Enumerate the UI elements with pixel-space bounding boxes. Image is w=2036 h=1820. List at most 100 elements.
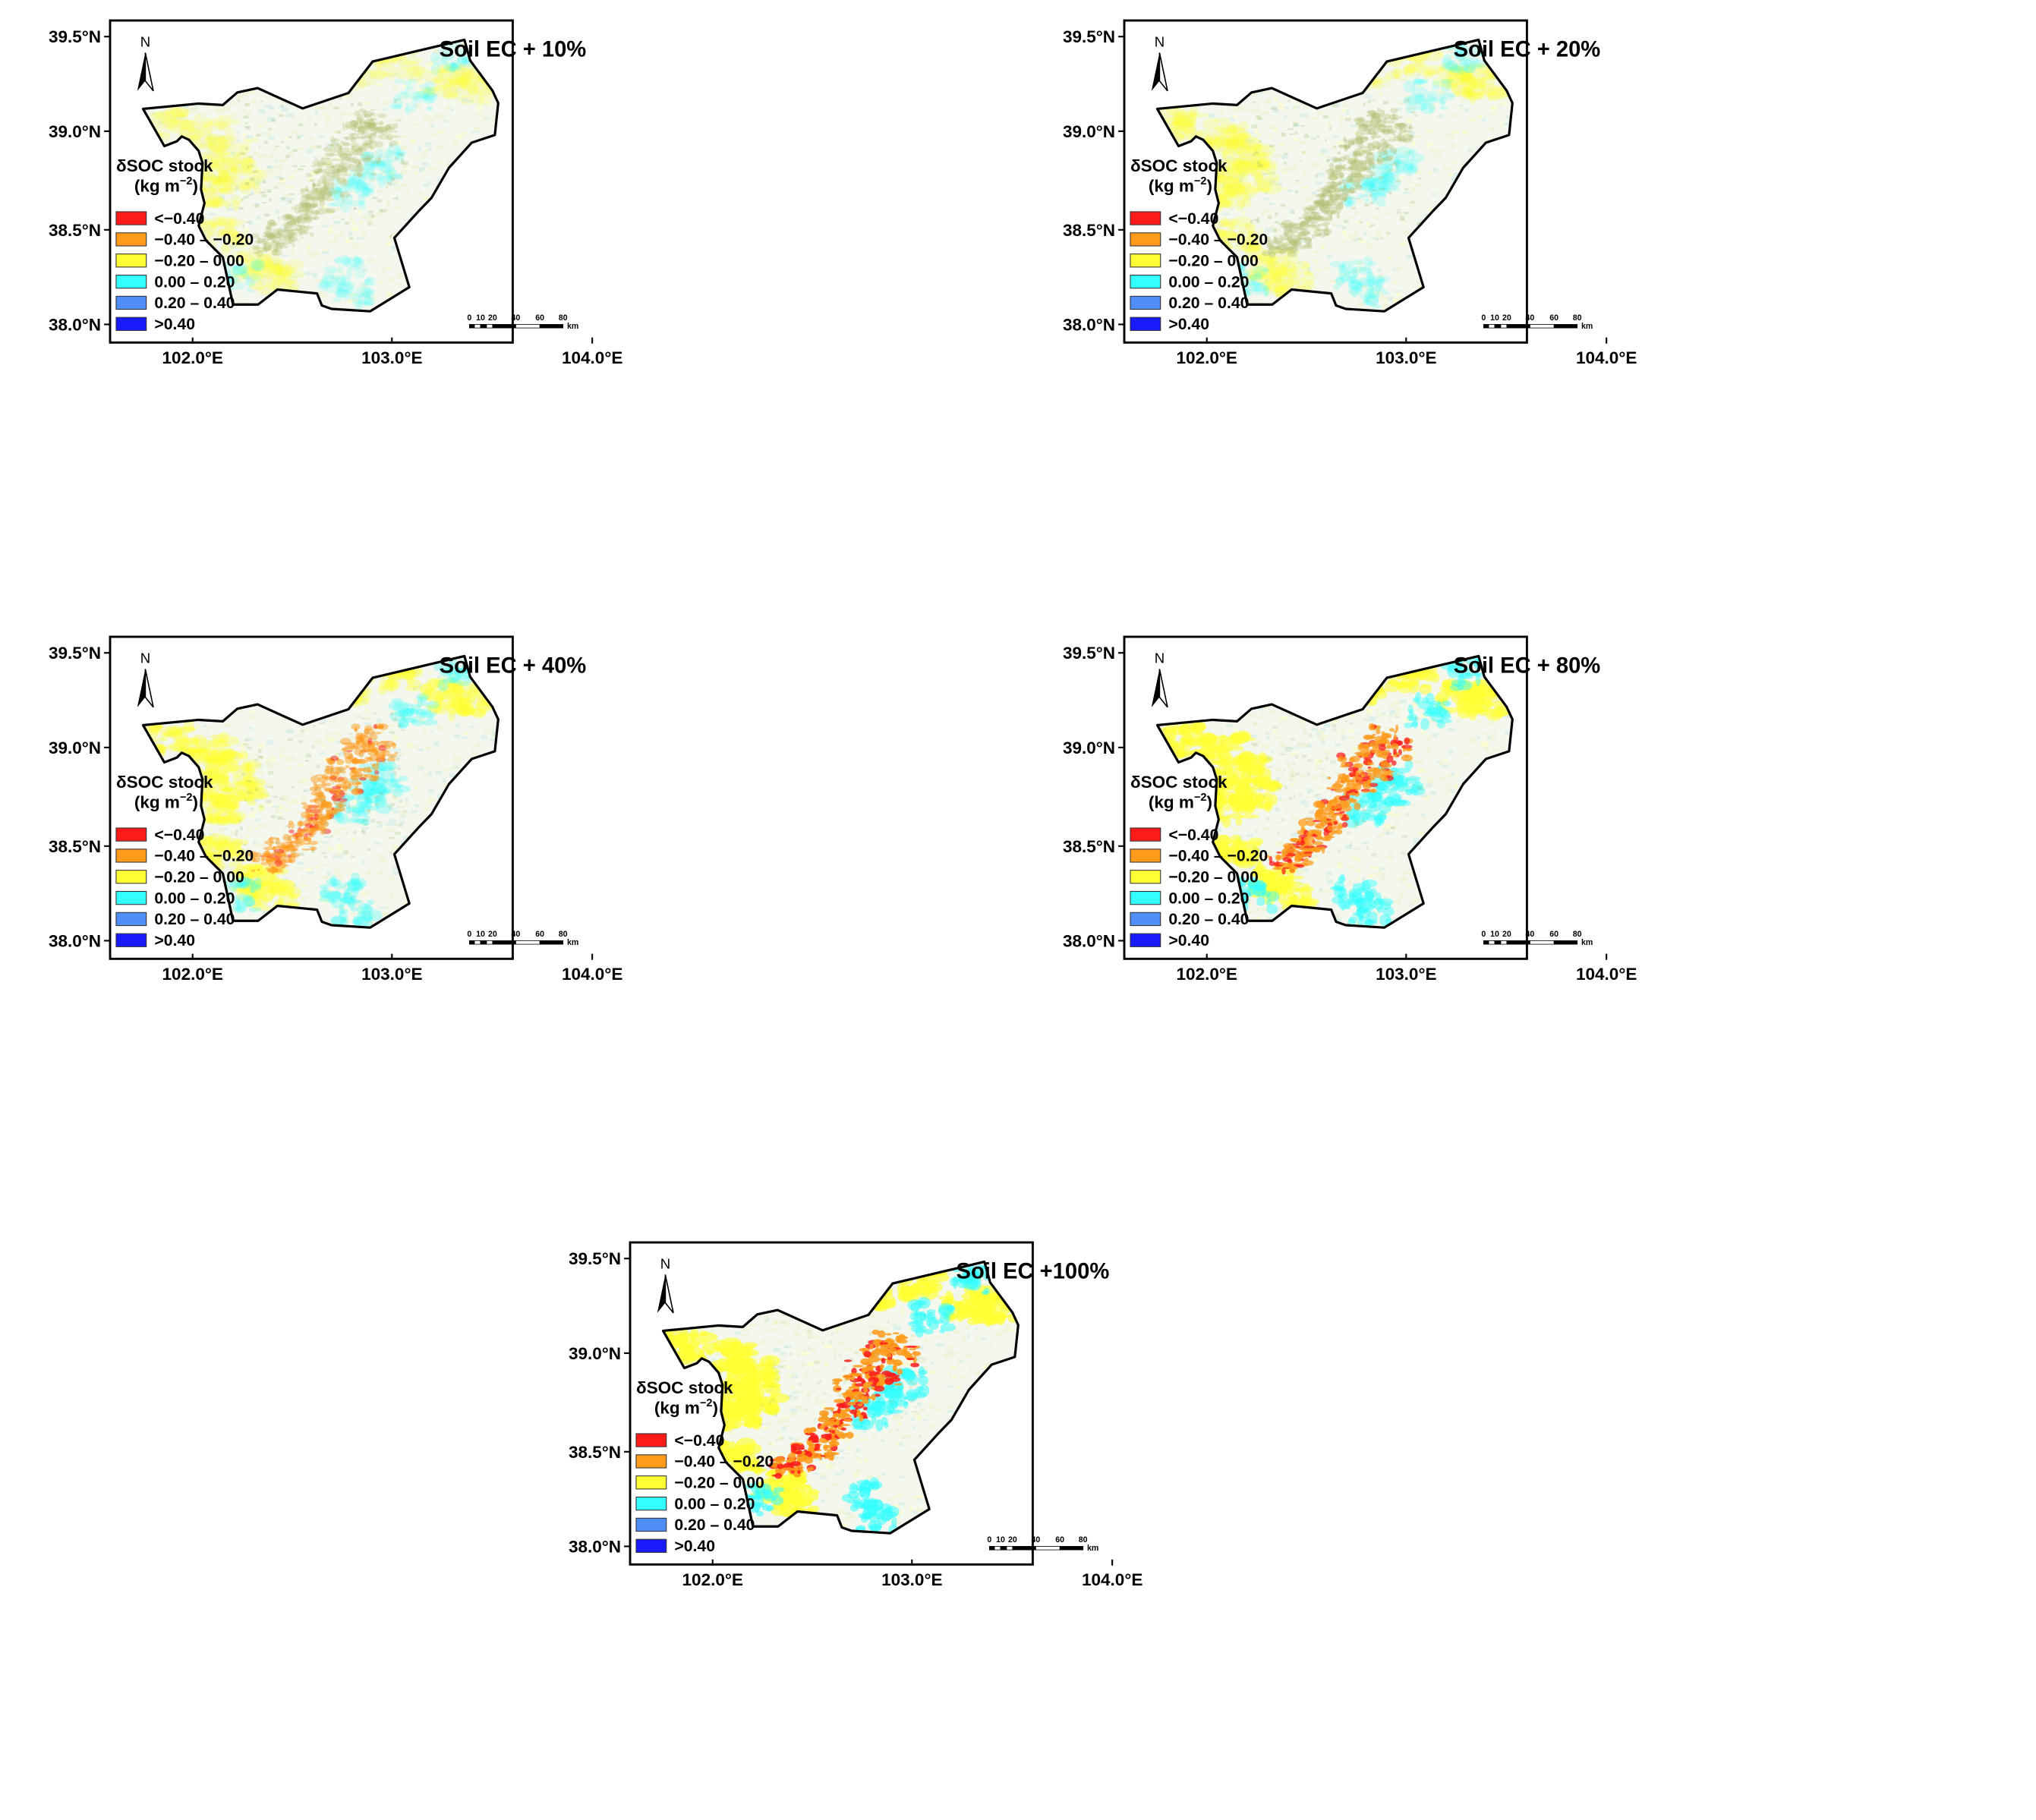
lon-tick-label: 102.0°E: [162, 965, 223, 984]
lon-tick-label: 104.0°E: [562, 965, 622, 984]
scale-label: 20: [488, 313, 497, 323]
legend-label: 0.00 – 0.20: [674, 1495, 755, 1513]
map-panel-ec10: Soil EC + 10% N 39.5°N 39.0°N 38.5°N 38.0°N 10…: [49, 19, 622, 367]
scale-label: 80: [1573, 930, 1582, 939]
lon-tick-label: 103.0°E: [361, 348, 422, 367]
legend-swatch: [1130, 849, 1161, 863]
scale-label: 0: [1481, 313, 1486, 323]
legend-swatch: [1130, 295, 1161, 310]
lat-tick-label: 39.5°N: [49, 27, 101, 46]
legend-label: >0.40: [1168, 932, 1209, 949]
region-boundary: [1155, 38, 1514, 313]
legend-swatch: [115, 274, 147, 289]
legend-label: 0.00 – 0.20: [1168, 273, 1249, 291]
legend: δSOC stock(kg m−2) <−0.40 −0.40 – −0.20 −0.…: [115, 773, 254, 949]
scale-label: 10: [476, 313, 485, 323]
lat-tick-label: 38.0°N: [49, 315, 101, 334]
legend-unit: (kg m−2): [654, 1397, 718, 1417]
north-label: N: [660, 1255, 670, 1271]
lon-tick-label: 102.0°E: [682, 1570, 743, 1589]
legend-label: 0.20 – 0.40: [1168, 294, 1249, 312]
legend-swatch: [635, 1538, 667, 1553]
legend: δSOC stock(kg m−2) <−0.40 −0.40 – −0.20 −0.…: [115, 156, 254, 333]
map-panel-ec100: Soil EC +100% N 39.5°N 39.0°N 38.5°N 38.0°N 10…: [569, 1241, 1142, 1589]
region-boundary: [141, 654, 500, 929]
north-label: N: [1155, 33, 1165, 49]
lat-tick-label: 38.5°N: [1063, 221, 1115, 240]
lat-tick-label: 38.5°N: [49, 221, 101, 240]
legend-swatch: [635, 1454, 667, 1469]
lat-tick-label: 39.0°N: [49, 122, 101, 141]
legend-swatch: [115, 316, 147, 331]
scale-label: 60: [535, 313, 544, 323]
lat-tick-label: 38.0°N: [569, 1537, 621, 1556]
legend: δSOC stock(kg m−2) <−0.40 −0.40 – −0.20 −0.…: [1130, 156, 1268, 333]
scale-label: 40: [511, 930, 520, 939]
scale-unit: km: [1087, 1544, 1098, 1553]
legend-unit: (kg m−2): [1149, 792, 1212, 811]
lat-tick-label: 39.5°N: [1063, 644, 1115, 663]
scale-label: 40: [1525, 930, 1534, 939]
scale-label: 40: [1525, 313, 1534, 323]
legend-label: >0.40: [154, 316, 195, 333]
legend-title: δSOC stock: [1130, 773, 1228, 792]
north-label: N: [140, 33, 150, 49]
legend-label: >0.40: [1168, 316, 1209, 333]
north-arrow-icon: N: [137, 33, 154, 92]
lon-tick-label: 104.0°E: [1576, 965, 1637, 984]
scale-label: 10: [996, 1535, 1005, 1544]
legend-title: δSOC stock: [636, 1378, 733, 1397]
lon-tick-label: 102.0°E: [1177, 348, 1237, 367]
scale-label: 80: [1573, 313, 1582, 323]
legend-swatch: [115, 253, 147, 268]
legend-swatch: [635, 1433, 667, 1447]
north-label: N: [1155, 650, 1165, 666]
scale-label: 0: [467, 313, 471, 323]
scale-label: 20: [1502, 313, 1511, 323]
legend-unit: (kg m−2): [134, 175, 198, 195]
legend-swatch: [635, 1475, 667, 1490]
legend-swatch: [1130, 253, 1161, 268]
region-boundary: [141, 38, 500, 313]
lon-tick-label: 102.0°E: [162, 348, 223, 367]
lon-tick-label: 104.0°E: [562, 348, 622, 367]
legend-swatch: [115, 870, 147, 884]
lat-tick-label: 39.0°N: [569, 1344, 621, 1363]
scale-label: 0: [987, 1535, 991, 1544]
legend-swatch: [115, 849, 147, 863]
legend-label: −0.40 – −0.20: [1168, 231, 1268, 249]
legend-label: 0.00 – 0.20: [154, 273, 235, 291]
panel-title: Soil EC +100%: [957, 1260, 1110, 1284]
scale-label: 40: [511, 313, 520, 323]
scale-label: 10: [1490, 313, 1499, 323]
lat-tick-label: 38.5°N: [569, 1443, 621, 1462]
north-arrow-icon: N: [657, 1255, 674, 1314]
legend-unit: (kg m−2): [1149, 175, 1212, 195]
lon-tick-label: 103.0°E: [361, 965, 422, 984]
legend-label: −0.20 – 0.00: [1168, 869, 1259, 886]
lat-tick-label: 39.0°N: [49, 738, 101, 757]
legend-label: −0.40 – −0.20: [154, 848, 254, 865]
scale-label: 60: [1055, 1535, 1064, 1544]
legend-label: <−0.40: [1168, 827, 1218, 844]
legend-swatch: [1130, 933, 1161, 947]
legend-label: −0.40 – −0.20: [154, 231, 254, 249]
legend-label: 0.20 – 0.40: [154, 911, 235, 928]
scale-label: 20: [1502, 930, 1511, 939]
legend-label: <−0.40: [154, 827, 204, 844]
legend-swatch: [115, 890, 147, 905]
legend-swatch: [1130, 870, 1161, 884]
scale-label: 0: [1481, 930, 1486, 939]
legend-title: δSOC stock: [116, 773, 213, 792]
lat-tick-label: 38.0°N: [1063, 315, 1115, 334]
scale-label: 10: [476, 930, 485, 939]
scale-label: 40: [1031, 1535, 1040, 1544]
scale-unit: km: [1581, 322, 1593, 331]
map-panel-ec80: Soil EC + 80% N 39.5°N 39.0°N 38.5°N 38.0°N 10…: [1063, 635, 1637, 984]
scale-unit: km: [567, 938, 578, 947]
legend-swatch: [115, 827, 147, 842]
